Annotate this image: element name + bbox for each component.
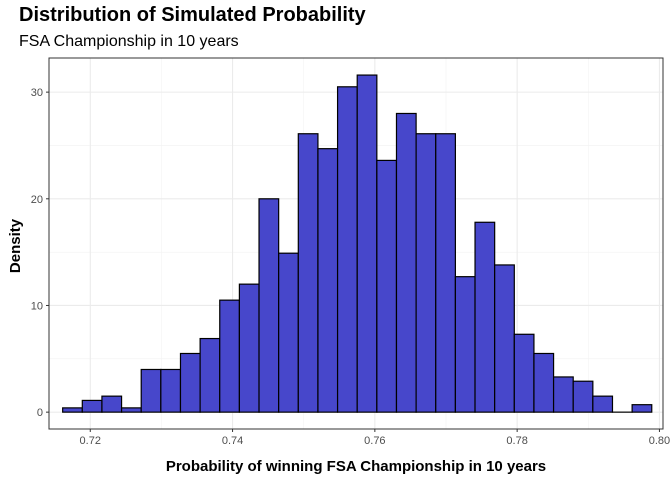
x-axis: 0.72 0.74 0.76 0.78 0.80: [80, 429, 670, 447]
histogram-bar: [336, 86, 358, 413]
y-tick-label: 30: [31, 87, 43, 99]
histogram-bar: [376, 159, 398, 413]
histogram-bar: [140, 368, 162, 413]
histogram-bar: [435, 133, 456, 413]
histogram-bar: [81, 399, 103, 413]
histogram-bar: [572, 380, 594, 413]
histogram-bar: [356, 74, 378, 413]
histogram-bar: [160, 368, 182, 413]
histogram-bar: [297, 133, 319, 413]
histogram-bar: [494, 264, 515, 413]
histogram-bar: [415, 133, 437, 413]
chart-title: Distribution of Simulated Probability: [19, 4, 366, 26]
x-tick-label: 0.74: [222, 435, 243, 447]
y-tick-label: 20: [31, 194, 43, 206]
x-tick-label: 0.76: [364, 435, 385, 447]
x-axis-title: Probability of winning FSA Championship …: [166, 458, 546, 475]
x-tick-label: 0.78: [506, 435, 527, 447]
histogram-bar: [474, 221, 496, 413]
y-axis-title: Density: [7, 218, 24, 273]
histogram-bar: [552, 376, 574, 413]
histogram-bars: [62, 74, 653, 413]
histogram-bar: [258, 198, 280, 413]
histogram-bar: [513, 333, 535, 413]
histogram-bar: [219, 299, 240, 413]
y-tick-label: 0: [37, 407, 43, 419]
x-tick-label: 0.80: [649, 435, 670, 447]
histogram-bar: [533, 352, 555, 413]
y-tick-label: 10: [31, 300, 43, 312]
histogram-bar: [631, 404, 653, 413]
histogram-bar: [592, 395, 614, 413]
histogram-bar: [317, 148, 339, 413]
histogram-bar: [238, 283, 260, 413]
plot-panel-border: [48, 57, 664, 430]
histogram-bar: [101, 395, 123, 413]
histogram-bar: [454, 276, 476, 413]
histogram-bar: [278, 252, 299, 413]
histogram-bar: [179, 352, 201, 413]
chart-subtitle: FSA Championship in 10 years: [19, 33, 239, 50]
x-tick-label: 0.72: [80, 435, 101, 447]
histogram-bar: [199, 337, 221, 413]
y-axis: 0 10 20 30: [31, 87, 49, 419]
histogram-bar: [395, 112, 417, 413]
histogram-bar: [120, 407, 142, 413]
histogram-bar: [62, 407, 83, 413]
